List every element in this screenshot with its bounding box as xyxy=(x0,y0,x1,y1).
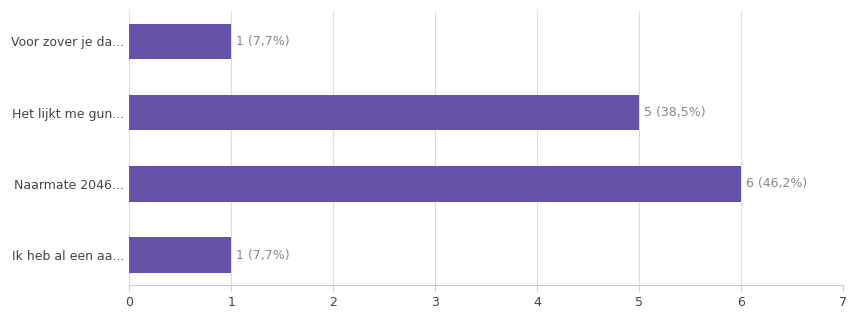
Text: 5 (38,5%): 5 (38,5%) xyxy=(644,106,706,119)
Bar xyxy=(130,237,231,273)
Text: 6 (46,2%): 6 (46,2%) xyxy=(746,177,807,190)
Bar xyxy=(130,95,639,131)
Text: 1 (7,7%): 1 (7,7%) xyxy=(236,35,290,48)
Bar xyxy=(130,166,741,202)
Text: 1 (7,7%): 1 (7,7%) xyxy=(236,249,290,262)
Bar xyxy=(130,24,231,59)
